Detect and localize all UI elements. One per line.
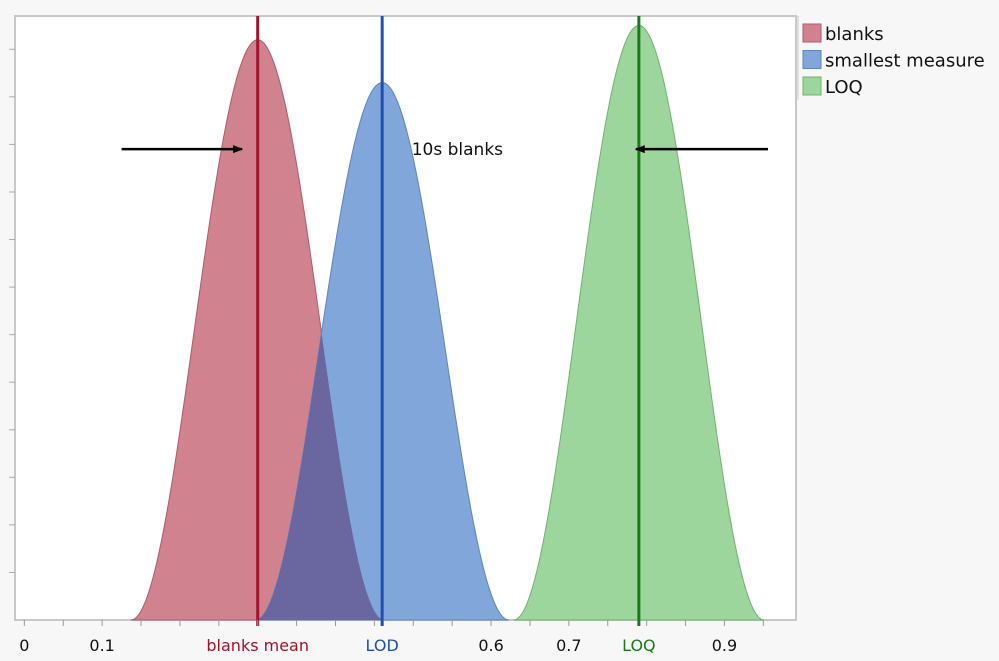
reference-line-label: LOQ [622,636,656,655]
legend-swatch [802,50,822,69]
x-tick-label: 0 [19,636,29,655]
x-tick-label: 0.1 [89,636,114,655]
reference-line-label: blanks mean [206,636,309,655]
reference-line-label: LOD [366,636,399,655]
x-tick-label: 0.9 [712,636,737,655]
legend-swatch [802,76,822,96]
legend-swatch [802,23,822,43]
x-tick-label: 0.7 [556,636,581,655]
legend-label: smallest measure [825,51,985,72]
annotation-text: 10s blanks [412,140,503,160]
legend-label: LOQ [825,77,863,98]
overlap-region [255,334,385,620]
x-tick-label: 0.6 [478,636,503,655]
legend-label: blanks [825,24,884,45]
